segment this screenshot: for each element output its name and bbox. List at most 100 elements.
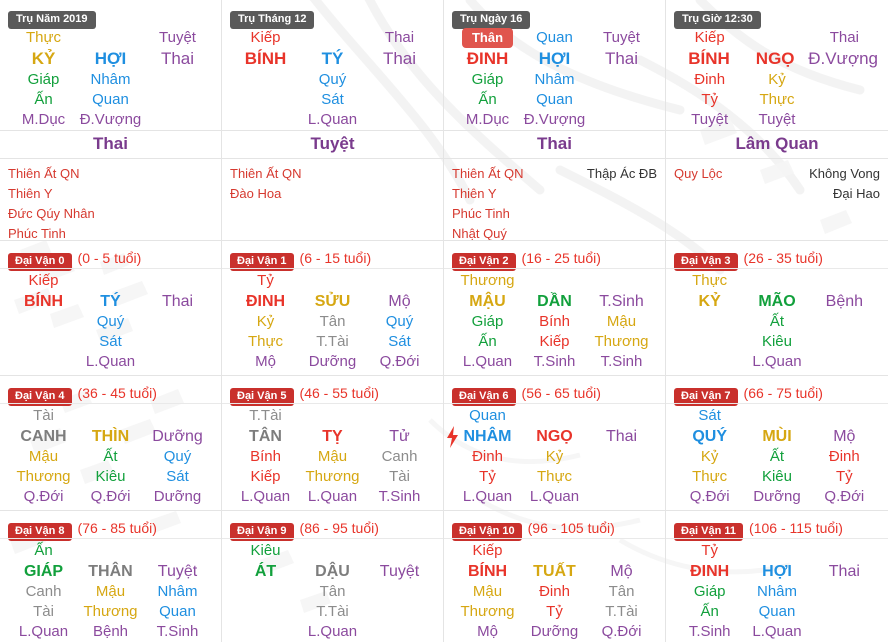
dai-van-row: Bính Mậu Canh bbox=[232, 447, 433, 467]
dai-van-row: Kỷ Tân Quý bbox=[232, 312, 433, 332]
pillar-cell: Nhâm bbox=[90, 71, 131, 88]
pillar-cell: Giáp bbox=[27, 71, 60, 88]
pillar-tag[interactable]: Trụ Ngày 16 bbox=[452, 11, 531, 29]
dai-van-row: Mậu Đinh Tân bbox=[454, 582, 655, 602]
dai-van-row: Tỷ bbox=[232, 271, 433, 291]
star-item[interactable]: Thiên Ất QN bbox=[452, 166, 524, 181]
star-item[interactable]: Đào Hoa bbox=[230, 186, 282, 201]
dai-van-cell[interactable]: Đại Vận 4 (36 - 45 tuổi) Tài CANH THÌN Dưỡng… bbox=[0, 375, 222, 510]
dai-van-row: Tân bbox=[232, 582, 433, 602]
pillar-cell: L.Quan bbox=[307, 111, 358, 128]
dai-van-cell-text bbox=[676, 352, 743, 372]
star-item[interactable]: Đại Hao bbox=[833, 186, 880, 201]
dai-van-row: Thương Kiêu Sát bbox=[10, 467, 211, 487]
pillar-cell: Thai bbox=[829, 29, 859, 46]
dai-van-cell-text: Đinh bbox=[828, 448, 860, 465]
star-item[interactable]: Thiên Ất QN bbox=[230, 166, 302, 181]
dai-van-row: T.Sinh L.Quan bbox=[676, 622, 878, 642]
pillar-cell: Quý bbox=[318, 71, 347, 88]
dai-van-body: Thương MẬU DẦN T.Sinh Giáp Bính Mậu Ấn Kiếp Thươ… bbox=[444, 268, 665, 372]
dai-van-cell-text: THÌN bbox=[91, 428, 130, 445]
dai-van-cell-text: Dưỡng bbox=[753, 488, 801, 505]
pillar-tag[interactable]: Trụ Giờ 12:30 bbox=[674, 11, 761, 29]
dai-van-cell-text: Canh bbox=[25, 583, 62, 600]
dai-van-cell-text: MÃO bbox=[758, 293, 796, 310]
pillar-tag-wrap: Trụ Năm 2019 bbox=[0, 0, 221, 29]
pillar-cell bbox=[144, 90, 211, 110]
dai-van-cell[interactable]: Đại Vận 9 (86 - 95 tuổi) Kiêu ÁT DẬU Tuyệt T… bbox=[222, 510, 444, 642]
star-item[interactable]: Quy Lộc bbox=[674, 166, 723, 181]
stars-right bbox=[111, 164, 214, 244]
dai-van-cell-text bbox=[811, 312, 878, 332]
pillar-cell: Đ.Vượng bbox=[808, 49, 878, 68]
dai-van-cell-text: L.Quan bbox=[529, 488, 580, 505]
dai-van-cell[interactable]: Đại Vận 2 (16 - 25 tuổi) Thương MẬU DẦN T.Si… bbox=[444, 240, 666, 375]
dai-van-row: GIÁP THÂN Tuyệt bbox=[10, 561, 211, 582]
pillar-cell bbox=[811, 90, 878, 110]
pillar-summary: Tuyệt bbox=[222, 131, 443, 159]
dai-van-cell-text: MẬU bbox=[469, 293, 506, 310]
dai-van-cell-text: BÍNH bbox=[467, 563, 508, 580]
dai-van-cell[interactable]: Đại Vận 5 (46 - 55 tuổi) T.Tài TÂN TỴ Tử Bính… bbox=[222, 375, 444, 510]
dai-van-row: BÍNH TÝ Thai bbox=[10, 291, 211, 312]
dai-van-cell[interactable]: Đại Vận 11 (106 - 115 tuổi) Tỷ ĐINH HỢI Thai… bbox=[666, 510, 888, 642]
pillar-row: M.Dục Đ.Vượng bbox=[454, 110, 655, 130]
pillar-tag[interactable]: Trụ Tháng 12 bbox=[230, 11, 315, 29]
pillar-cell: KỶ bbox=[31, 49, 56, 68]
dai-van-cell-text: T.Sinh bbox=[600, 353, 643, 370]
dai-van-cell[interactable]: Đại Vận 1 (6 - 15 tuổi) Tỷ ĐINH SỬU Mộ Kỷ Tân Q… bbox=[222, 240, 444, 375]
dai-van-row: L.Quan T.Sinh T.Sinh bbox=[454, 352, 655, 372]
pillar-cell: Ấn bbox=[34, 91, 53, 108]
dai-van-head: Đại Vận 2 (16 - 25 tuổi) bbox=[444, 241, 665, 271]
dai-van-cell-text: T.Sinh bbox=[599, 293, 644, 310]
dai-van-row: Tài Thương Quan bbox=[10, 602, 211, 622]
pillar-cell: Thai bbox=[604, 49, 639, 68]
dai-van-cell-text: Kiêu bbox=[761, 468, 792, 485]
dai-van-cell[interactable]: Đại Vận 7 (66 - 75 tuổi) Sát QUÝ MÙI Mộ Kỷ Ất Đ… bbox=[666, 375, 888, 510]
dai-van-cell-text: Tỷ bbox=[546, 603, 563, 620]
dai-van-cell-text bbox=[521, 271, 588, 291]
dai-van-cell-text bbox=[811, 582, 878, 602]
dai-van-body: Ấn GIÁP THÂN Tuyệt Canh Mậu Nhâm Tài Thương Quan… bbox=[0, 538, 221, 642]
star-item[interactable]: Thiên Ất QN bbox=[8, 166, 80, 181]
dai-van-cell-text: T.Tài bbox=[316, 603, 349, 620]
pillar-row: BÍNH TÝ Thai bbox=[232, 48, 433, 70]
pillar-cell: BÍNH bbox=[688, 49, 730, 68]
pillar-cell bbox=[588, 90, 655, 110]
pillar-cell bbox=[366, 90, 433, 110]
star-item[interactable]: Thập Ác ĐB bbox=[586, 166, 657, 181]
dai-van-row: Kiêu bbox=[232, 541, 433, 561]
dai-van-cell-text bbox=[811, 406, 878, 426]
dai-van-cell-text: DẦN bbox=[537, 293, 572, 310]
dai-van-cell-text: MÙI bbox=[762, 428, 792, 445]
dai-van-cell[interactable]: Đại Vận 6 (56 - 65 tuổi) Quan NHÂM NGỌ Thai Đ… bbox=[444, 375, 666, 510]
dai-van-head: Đại Vận 5 (46 - 55 tuổi) bbox=[222, 376, 443, 406]
pillar-row: Giáp Nhâm bbox=[454, 70, 655, 90]
dai-van-cell-text bbox=[299, 541, 366, 561]
dai-van-cell[interactable]: Đại Vận 10 (96 - 105 tuổi) Kiếp BÍNH TUẤT Mộ… bbox=[444, 510, 666, 642]
pillar-tag[interactable]: Trụ Năm 2019 bbox=[8, 11, 96, 29]
pillar-row: BÍNH NGỌ Đ.Vượng bbox=[676, 48, 878, 70]
than-badge[interactable]: Thân bbox=[461, 28, 514, 48]
dai-van-row: ÁT DẬU Tuyệt bbox=[232, 561, 433, 582]
pillar-summary: Thai bbox=[444, 131, 665, 159]
dai-van-cell-text: Tuyệt bbox=[157, 563, 198, 580]
pillar-row: Sát bbox=[232, 90, 433, 110]
dai-van-cell-text bbox=[366, 406, 433, 426]
pillar-cell: Ấn bbox=[478, 91, 497, 108]
star-item[interactable]: Thiên Y bbox=[8, 186, 53, 201]
dai-van-cell-text bbox=[232, 582, 299, 602]
dai-van-cell[interactable]: Đại Vận 3 (26 - 35 tuổi) Thực KỶ MÃO Bệnh Ất… bbox=[666, 240, 888, 375]
star-item[interactable]: Thiên Y bbox=[452, 186, 497, 201]
dai-van-cell-text: Dưỡng bbox=[152, 428, 203, 445]
dai-van-cell-text bbox=[588, 487, 655, 507]
dai-van-cell-text: Mậu bbox=[95, 583, 126, 600]
star-item[interactable]: Phúc Tinh bbox=[452, 206, 510, 221]
star-item[interactable]: Không Vong bbox=[809, 166, 880, 181]
dai-van-cell[interactable]: Đại Vận 0 (0 - 5 tuổi) Kiếp BÍNH TÝ Thai Quý… bbox=[0, 240, 222, 375]
dai-van-cell-text bbox=[144, 541, 211, 561]
star-item[interactable]: Đức Qúy Nhân bbox=[8, 206, 95, 221]
dai-van-cell-text: TÝ bbox=[100, 293, 121, 310]
dai-van-cell[interactable]: Đại Vận 8 (76 - 85 tuổi) Ấn GIÁP THÂN Tuyệt C… bbox=[0, 510, 222, 642]
pillar-cell: Quan bbox=[92, 91, 129, 108]
